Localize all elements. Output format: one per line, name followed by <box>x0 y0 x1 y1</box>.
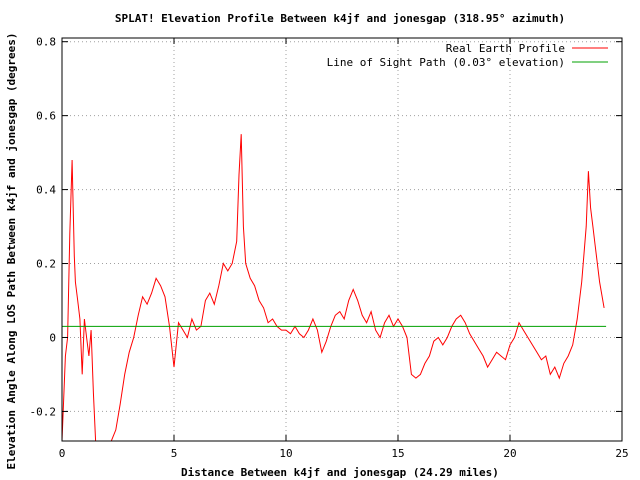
legend-label: Line of Sight Path (0.03° elevation) <box>327 56 565 69</box>
x-tick-label: 0 <box>59 447 66 460</box>
y-tick-label: 0.4 <box>36 184 56 197</box>
y-axis-label: Elevation Angle Along LOS Path Between k… <box>5 32 18 469</box>
y-tick-label: 0.8 <box>36 36 56 49</box>
x-tick-label: 20 <box>503 447 516 460</box>
x-tick-label: 10 <box>279 447 292 460</box>
chart-title: SPLAT! Elevation Profile Between k4jf an… <box>115 12 565 25</box>
y-tick-label: 0 <box>49 331 56 344</box>
x-tick-label: 5 <box>171 447 178 460</box>
grid <box>61 38 623 441</box>
y-tick-label: 0.6 <box>36 110 56 123</box>
y-tick-label: -0.2 <box>30 405 57 418</box>
y-tick-label: 0.2 <box>36 258 56 271</box>
plot-area <box>62 134 607 441</box>
axis-ticks: -0.2 0 0.2 0.4 0.6 0.8 0 5 10 15 20 25 <box>30 36 629 460</box>
x-axis-label: Distance Between k4jf and jonesgap (24.2… <box>181 466 499 479</box>
x-tick-label: 15 <box>391 447 404 460</box>
plot-frame <box>61 37 623 442</box>
real-earth-profile-line <box>62 134 605 441</box>
x-tick-label: 25 <box>615 447 628 460</box>
legend-label: Real Earth Profile <box>446 42 565 55</box>
